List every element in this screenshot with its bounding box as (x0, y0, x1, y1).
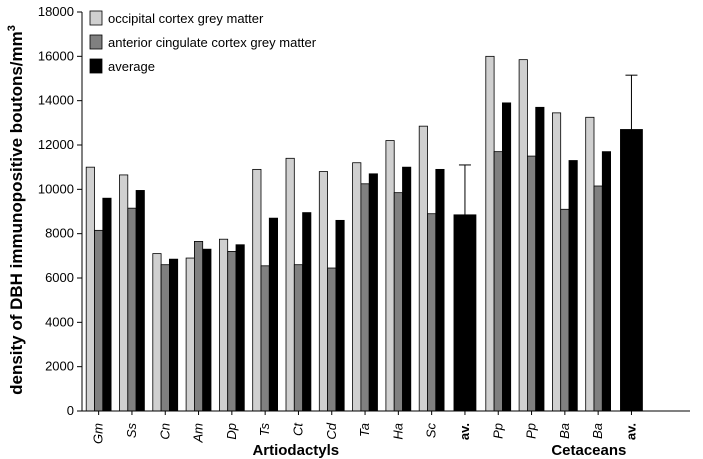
y-axis-label: density of DBH immunopositive boutons/mm… (6, 25, 26, 395)
bar-anterior-cingulate (293, 264, 303, 412)
bar-occipital (518, 59, 528, 412)
y-tick-label: 0 (67, 403, 74, 418)
x-tick-label: Ba (557, 423, 572, 439)
bar-anterior-cingulate (160, 264, 170, 412)
y-tick-label: 16000 (38, 48, 74, 63)
bar-average (135, 190, 145, 412)
bars (85, 55, 643, 412)
bar-anterior-cingulate (427, 213, 437, 412)
y-tick-label: 12000 (38, 137, 74, 152)
axes (81, 12, 690, 415)
bar-occipital (552, 112, 562, 412)
bar-anterior-cingulate (127, 207, 137, 412)
bar-anterior-cingulate (227, 250, 237, 412)
bar-occipital (385, 140, 395, 412)
bar-occipital (585, 116, 595, 412)
bar-average (335, 219, 345, 412)
bar-average (302, 212, 312, 412)
bar-occipital (285, 157, 295, 412)
group-label: Cetaceans (551, 442, 626, 459)
bar-occipital (218, 238, 229, 412)
bar-average (568, 160, 578, 412)
bar-average (202, 248, 212, 412)
bar-average (601, 151, 611, 412)
x-tick-label: Ba (590, 423, 605, 439)
x-tick-label: Ct (290, 422, 305, 436)
bar-anterior-cingulate (94, 229, 104, 412)
bar-anterior-cingulate (393, 192, 403, 412)
bar-anterior-cingulate (360, 183, 370, 412)
x-tick-label: Ts (257, 423, 272, 437)
y-tick-label: 18000 (38, 4, 74, 19)
x-tick-label-average: av. (457, 423, 472, 440)
y-tick-label: 10000 (38, 181, 74, 196)
x-tick-label: Gm (91, 423, 106, 444)
x-tick-label-average: av. (623, 423, 638, 440)
x-tick-label: Ta (357, 423, 372, 437)
bar-occipital (418, 125, 428, 412)
group-labels: Artiodactyls Cetaceans (252, 442, 626, 459)
x-tick-label: Pp (490, 423, 505, 439)
bar-occipital (119, 174, 129, 412)
bar-anterior-cingulate (493, 151, 503, 412)
bar-occipital (318, 171, 328, 412)
bar-average (102, 197, 112, 412)
bar-average (368, 173, 378, 412)
x-tick-label: Ha (390, 423, 405, 440)
y-tick-label: 6000 (45, 270, 74, 285)
legend-label: average (108, 59, 155, 74)
y-tick-label: 4000 (45, 314, 74, 329)
bar-anterior-cingulate (527, 155, 537, 412)
bar-average (402, 166, 412, 412)
bar-average (235, 244, 245, 412)
legend-label: anterior cingulate cortex grey matter (108, 35, 317, 50)
x-tick-label: Am (191, 423, 206, 444)
x-tick-label: Sc (424, 423, 439, 439)
bar-average (501, 102, 512, 412)
legend-swatch (89, 10, 103, 26)
x-tick-label: Ss (124, 423, 139, 439)
bar-occipital (252, 168, 262, 412)
bar-average (535, 106, 545, 412)
bar-anterior-cingulate (193, 241, 204, 412)
bar-anterior-cingulate (327, 267, 337, 412)
bar-occipital (185, 257, 195, 412)
bar-average (435, 168, 445, 412)
x-tick-label: Cd (324, 422, 339, 439)
bar-occipital (485, 55, 495, 412)
y-tick-label: 14000 (38, 93, 74, 108)
bar-anterior-cingulate (560, 208, 570, 412)
bar-average (268, 217, 278, 412)
legend: occipital cortex grey matter anterior cin… (89, 10, 317, 74)
group-label: Artiodactyls (252, 442, 339, 459)
y-tick-label: 2000 (45, 359, 74, 374)
bar-anterior-cingulate (593, 185, 603, 412)
bar-occipital (152, 253, 162, 412)
y-axis-ticks: 0 2000 4000 6000 8000 10000 12000 14000 16000 180… (38, 4, 82, 418)
bar-occipital (352, 162, 362, 412)
x-axis-labels: Gm Ss Cn Am Dp Ts Ct Cd Ta Ha Sc av. Pp Pp Ba Ba av. (91, 422, 639, 444)
y-axis-label-text: density of DBH immunopositive boutons/mm (7, 31, 26, 395)
bar-average (168, 258, 179, 412)
bar-occipital (85, 166, 95, 412)
bar-group-average (453, 214, 477, 412)
bar-group-average (620, 129, 643, 412)
x-tick-label: Cn (157, 423, 172, 440)
legend-swatch (89, 34, 103, 50)
bar-anterior-cingulate (260, 265, 270, 412)
legend-label: occipital cortex grey matter (108, 11, 264, 26)
y-axis-label-superscript: 3 (6, 25, 18, 31)
y-tick-label: 8000 (45, 226, 74, 241)
x-tick-label: Dp (224, 423, 239, 440)
legend-swatch (89, 58, 103, 74)
x-tick-label: Pp (524, 423, 539, 439)
